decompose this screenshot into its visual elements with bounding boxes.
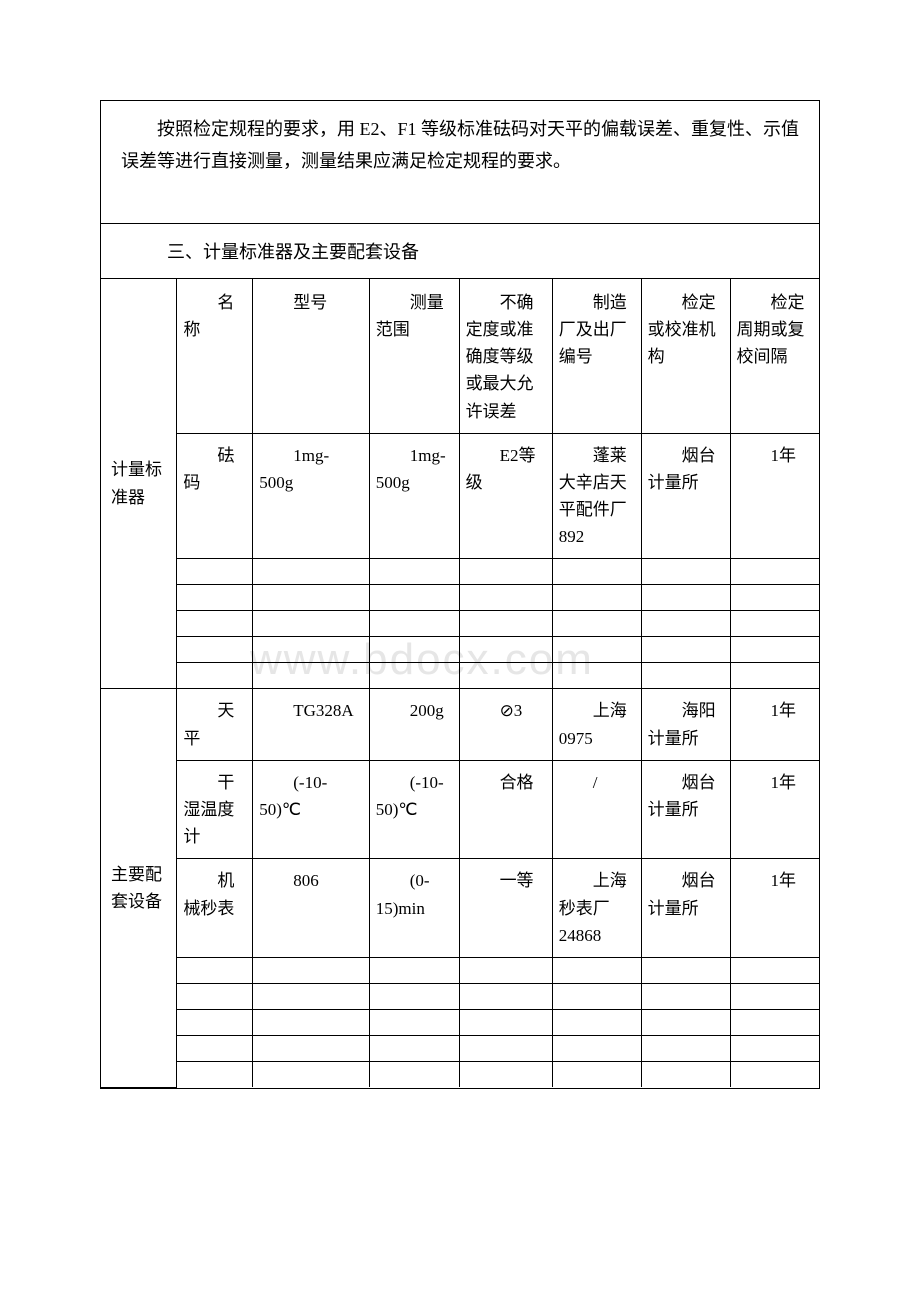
cell-manufacturer: / bbox=[552, 760, 641, 859]
description-text: 按照检定规程的要求，用 E2、F1 等级标准砝码对天平的偏载误差、重复性、示值误… bbox=[121, 113, 799, 178]
cell-period: 1年 bbox=[730, 689, 819, 760]
cell-name: 砝码 bbox=[177, 433, 253, 559]
cell-range: (0-15)min bbox=[369, 859, 459, 958]
column-model-header: 型号 bbox=[253, 279, 369, 433]
table-empty-row bbox=[101, 611, 819, 637]
table-empty-row bbox=[101, 1061, 819, 1087]
table-row: 干湿温度计 (-10-50)℃ (-10-50)℃ 合格 / 烟台计量所 1年 bbox=[101, 760, 819, 859]
equipment-table: 计量标准器 名称 型号 测量范围 不确定度或准确度等级或最大允许误差 制造厂及出… bbox=[101, 279, 819, 1088]
cell-manufacturer: 蓬莱大辛店天平配件厂892 bbox=[552, 433, 641, 559]
cell-manufacturer: 上海 0975 bbox=[552, 689, 641, 760]
cell-name: 天平 bbox=[177, 689, 253, 760]
cell-organization: 烟台计量所 bbox=[641, 760, 730, 859]
table-empty-row bbox=[101, 983, 819, 1009]
cell-name: 干湿温度计 bbox=[177, 760, 253, 859]
cell-period: 1年 bbox=[730, 433, 819, 559]
table-row: 机械秒表 806 (0-15)min 一等 上海秒表厂24868 烟台计量所 1… bbox=[101, 859, 819, 958]
cell-organization: 烟台计量所 bbox=[641, 859, 730, 958]
column-uncertainty-header: 不确定度或准确度等级或最大允许误差 bbox=[459, 279, 552, 433]
cell-organization: 烟台计量所 bbox=[641, 433, 730, 559]
table-row: 砝码 1mg-500g 1mg-500g E2等级 蓬莱大辛店天平配件厂892 … bbox=[101, 433, 819, 559]
cell-uncertainty: 一等 bbox=[459, 859, 552, 958]
table-empty-row bbox=[101, 957, 819, 983]
side-label-standard: 计量标准器 bbox=[101, 279, 177, 689]
cell-model: 1mg-500g bbox=[253, 433, 369, 559]
column-range-header: 测量范围 bbox=[369, 279, 459, 433]
column-period-header: 检定周期或复校间隔 bbox=[730, 279, 819, 433]
column-manufacturer-header: 制造厂及出厂编号 bbox=[552, 279, 641, 433]
table-row: 主要配套设备 天平 TG328A 200g ⊘3 上海 0975 海阳计量所 1… bbox=[101, 689, 819, 760]
side-label-auxiliary: 主要配套设备 bbox=[101, 689, 177, 1088]
cell-organization: 海阳计量所 bbox=[641, 689, 730, 760]
table-empty-row bbox=[101, 585, 819, 611]
table-empty-row bbox=[101, 637, 819, 663]
table-empty-row bbox=[101, 663, 819, 689]
table-header-row: 计量标准器 名称 型号 测量范围 不确定度或准确度等级或最大允许误差 制造厂及出… bbox=[101, 279, 819, 433]
table-empty-row bbox=[101, 559, 819, 585]
column-name-header: 名称 bbox=[177, 279, 253, 433]
cell-range: 1mg-500g bbox=[369, 433, 459, 559]
cell-period: 1年 bbox=[730, 760, 819, 859]
cell-name: 机械秒表 bbox=[177, 859, 253, 958]
cell-range: 200g bbox=[369, 689, 459, 760]
column-organization-header: 检定或校准机构 bbox=[641, 279, 730, 433]
document-outer-frame: 按照检定规程的要求，用 E2、F1 等级标准砝码对天平的偏载误差、重复性、示值误… bbox=[100, 100, 820, 1089]
cell-uncertainty: ⊘3 bbox=[459, 689, 552, 760]
section-three-title: 三、计量标准器及主要配套设备 bbox=[101, 224, 819, 279]
cell-model: 806 bbox=[253, 859, 369, 958]
cell-range: (-10-50)℃ bbox=[369, 760, 459, 859]
cell-manufacturer: 上海秒表厂24868 bbox=[552, 859, 641, 958]
cell-uncertainty: E2等级 bbox=[459, 433, 552, 559]
description-section: 按照检定规程的要求，用 E2、F1 等级标准砝码对天平的偏载误差、重复性、示值误… bbox=[101, 101, 819, 224]
cell-model: TG328A bbox=[253, 689, 369, 760]
cell-period: 1年 bbox=[730, 859, 819, 958]
table-empty-row bbox=[101, 1035, 819, 1061]
table-empty-row bbox=[101, 1009, 819, 1035]
cell-model: (-10-50)℃ bbox=[253, 760, 369, 859]
cell-uncertainty: 合格 bbox=[459, 760, 552, 859]
